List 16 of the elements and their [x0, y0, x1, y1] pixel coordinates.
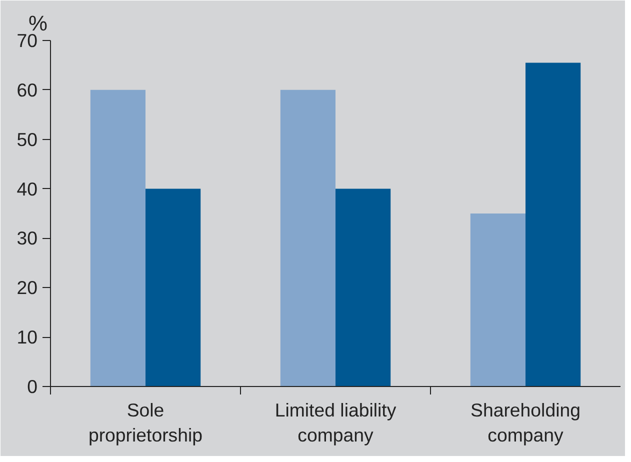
- x-tick-label: Shareholding company: [470, 400, 580, 446]
- bar: [470, 214, 526, 386]
- y-tick-label: 50: [16, 128, 38, 150]
- y-tick-label: 40: [16, 178, 38, 200]
- y-tick-label: 10: [16, 326, 38, 348]
- bar: [146, 188, 201, 386]
- y-tick-label: 30: [16, 228, 38, 249]
- bar: [526, 62, 581, 386]
- x-tick-label: Limited liability company: [274, 400, 397, 446]
- bar: [90, 90, 146, 386]
- y-tick-label: 60: [16, 79, 38, 100]
- x-tick-label: Sole proprietorship: [88, 400, 203, 446]
- bar: [336, 188, 391, 386]
- bar: [280, 90, 336, 386]
- y-tick-label: 20: [16, 277, 38, 298]
- y-tick-label: 0: [27, 376, 38, 397]
